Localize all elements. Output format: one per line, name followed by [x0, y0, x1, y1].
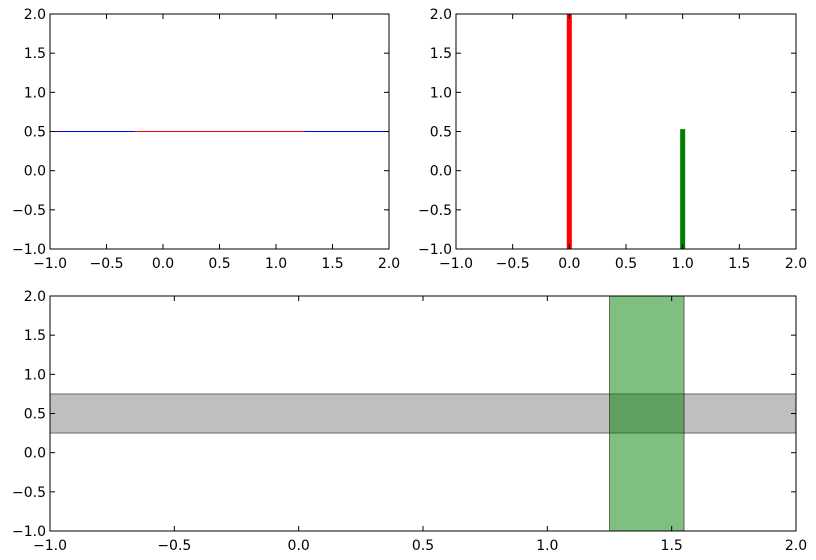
y-tick-label: −1.0 — [12, 242, 46, 258]
x-tick-label: 1.0 — [265, 256, 287, 272]
x-tick-label: 0.0 — [152, 256, 174, 272]
y-tick-label: 1.5 — [430, 46, 452, 62]
y-tick-label: 0.0 — [24, 446, 46, 462]
x-tick-label: −0.5 — [90, 256, 124, 272]
axes-top-right: −1.0 −0.5 0.0 0.5 1.0 1.5 2.0 −1.0 −0.5 0.0 0.5 1.0… — [418, 7, 807, 272]
x-tick-label: −1.0 — [33, 256, 67, 272]
x-tick-label: 1.5 — [728, 256, 750, 272]
y-tick-label: 0.5 — [24, 125, 46, 141]
y-tick-label: 1.5 — [24, 46, 46, 62]
y-tick-label: 0.5 — [430, 125, 452, 141]
y-tick-label: 1.5 — [24, 328, 46, 344]
y-tick-label: 1.0 — [24, 85, 46, 101]
y-tick-label: 1.0 — [430, 85, 452, 101]
y-tick-label: −1.0 — [12, 524, 46, 540]
y-tick-label: −0.5 — [12, 485, 46, 501]
x-tick-label: 1.5 — [661, 538, 683, 554]
y-tick-label: 1.0 — [24, 367, 46, 383]
x-tick-label: 2.0 — [378, 256, 400, 272]
x-tick-label: 0.0 — [558, 256, 580, 272]
x-tick-label: −0.5 — [157, 538, 191, 554]
y-tick-label: 2.0 — [430, 7, 452, 23]
y-tick-label: 2.0 — [24, 289, 46, 305]
x-tick-label: 2.0 — [785, 256, 807, 272]
x-tick-label: 0.5 — [615, 256, 637, 272]
axes-bottom: −1.0 −0.5 0.0 0.5 1.0 1.5 2.0 −1.0 −0.5 0.0 0.5 1.0… — [12, 289, 807, 554]
plot-area — [456, 14, 796, 249]
y-tick-label: 0.5 — [24, 407, 46, 423]
x-tick-label: −1.0 — [439, 256, 473, 272]
x-tick-label: −1.0 — [33, 538, 67, 554]
y-tick-label: −0.5 — [418, 203, 452, 219]
x-tick-label: 1.0 — [672, 256, 694, 272]
x-tick-label: −0.5 — [496, 256, 530, 272]
x-tick-label: 1.5 — [321, 256, 343, 272]
x-tick-label: 0.5 — [412, 538, 434, 554]
y-tick-label: −0.5 — [12, 203, 46, 219]
x-tick-label: 0.0 — [288, 538, 310, 554]
y-tick-label: 0.0 — [24, 164, 46, 180]
axes-top-left: −1.0 −0.5 0.0 0.5 1.0 1.5 2.0 −1.0 −0.5 0.0 0.5 1.0… — [12, 7, 400, 272]
y-tick-label: 2.0 — [24, 7, 46, 23]
y-tick-label: 0.0 — [430, 164, 452, 180]
x-tick-label: 1.0 — [536, 538, 558, 554]
x-tick-label: 0.5 — [208, 256, 230, 272]
series-bottom-1-axvspan — [609, 295, 685, 532]
x-tick-label: 2.0 — [785, 538, 807, 554]
y-tick-label: −1.0 — [418, 242, 452, 258]
